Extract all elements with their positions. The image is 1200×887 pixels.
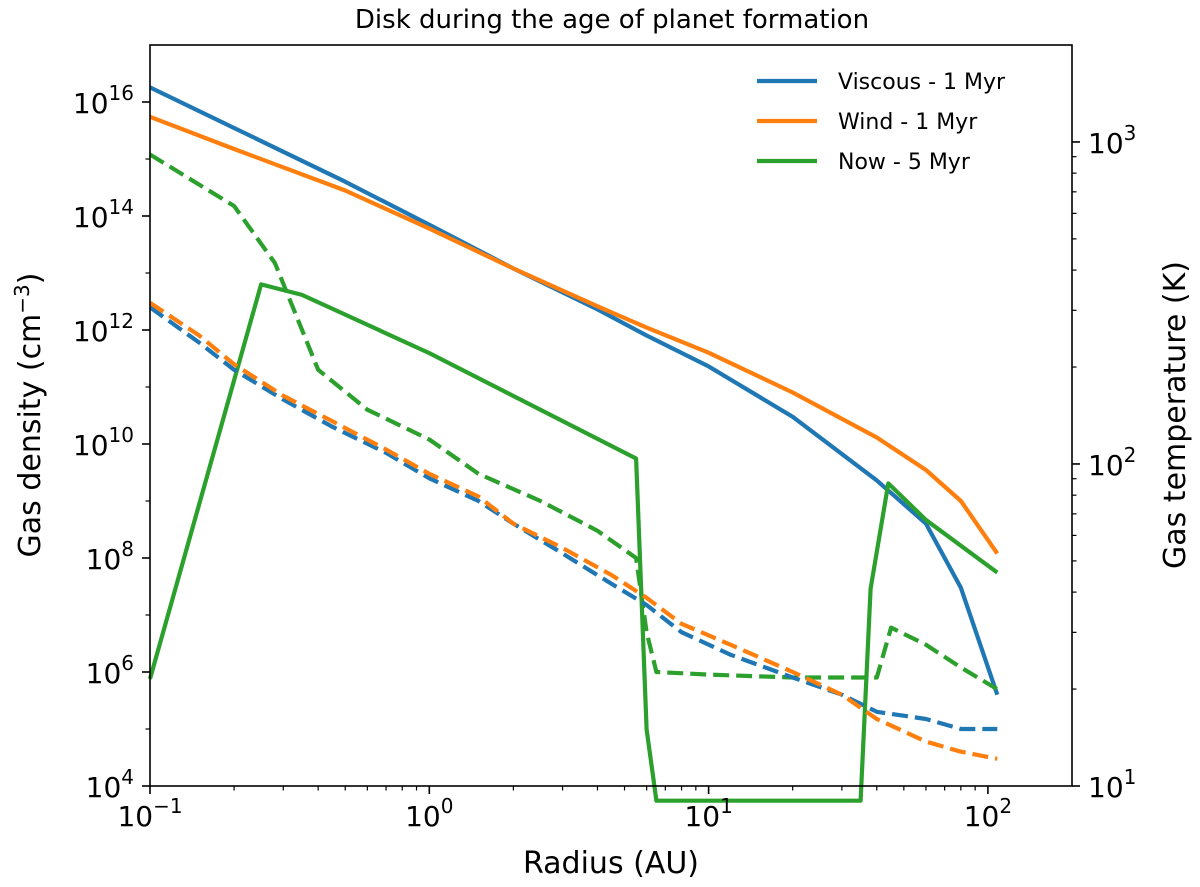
y-right-tick-label: 103 xyxy=(1088,121,1136,160)
series-line-viscous-1-myr xyxy=(149,85,1000,696)
legend-label: Now - 5 Myr xyxy=(838,150,971,175)
y-left-label-close: ) xyxy=(13,273,48,285)
legend: Viscous - 1 Myr Wind - 1 Myr Now - 5 Myr xyxy=(757,70,1006,175)
y-left-tick-label: 1012 xyxy=(73,309,134,348)
y-left-tick-label: 106 xyxy=(86,651,134,690)
series-line-wind-1-myr xyxy=(149,114,1000,555)
legend-label: Viscous - 1 Myr xyxy=(838,70,1006,95)
plot-frame xyxy=(149,44,1073,787)
y-left-tick-label: 108 xyxy=(86,537,134,576)
x-tick-label: 102 xyxy=(964,794,1012,833)
series-line-dashed-3 xyxy=(148,152,999,692)
series-layer xyxy=(147,85,1000,803)
y-left-tick-label: 104 xyxy=(86,765,134,804)
y-right-axis-label: Gas temperature (K) xyxy=(1158,261,1193,569)
series-line-now-5-myr xyxy=(147,282,999,803)
x-tick-label: 10−1 xyxy=(117,794,182,833)
x-tick-label: 100 xyxy=(405,794,453,833)
x-axis-label: Radius (AU) xyxy=(523,846,699,881)
y-right-tick-label: 101 xyxy=(1088,765,1136,804)
x-tick-label: 101 xyxy=(684,794,732,833)
y-left-axis-label: Gas density (cm−3) xyxy=(10,273,48,558)
y-left-label-exp: −3 xyxy=(10,284,34,313)
y-right-tick-label: 102 xyxy=(1088,443,1136,482)
y-right-axis-ticks: 101 102 103 xyxy=(1072,121,1136,804)
series-line-dashed-5 xyxy=(148,301,998,761)
y-left-tick-label: 1014 xyxy=(73,195,134,234)
x-axis-ticks: 10−1 100 101 102 xyxy=(117,786,1012,833)
y-left-tick-label: 1010 xyxy=(73,423,134,462)
y-left-label-main: Gas density (cm xyxy=(13,314,48,558)
chart-title: Disk during the age of planet formation xyxy=(355,5,869,35)
series-line-dashed-4 xyxy=(148,305,998,732)
legend-label: Wind - 1 Myr xyxy=(838,110,978,135)
y-left-axis-ticks: 104 106 108 1010 1012 1014 1016 xyxy=(73,81,150,804)
y-left-tick-label: 1016 xyxy=(73,81,134,120)
